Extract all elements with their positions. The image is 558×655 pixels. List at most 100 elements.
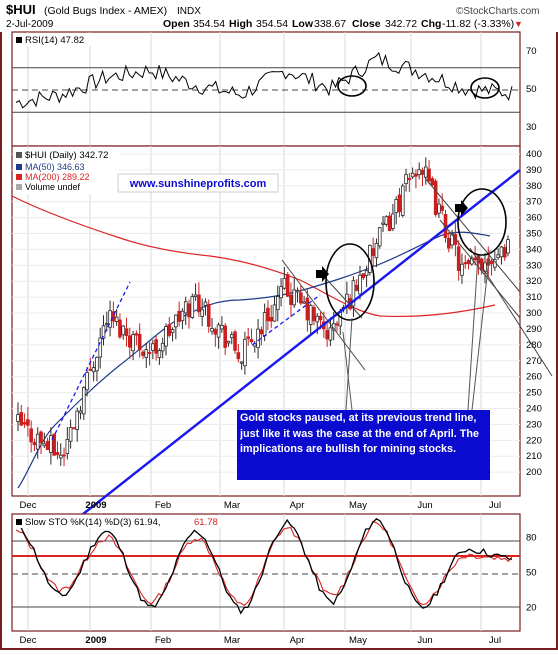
candle-body [351,280,356,307]
candle-body [147,352,152,355]
candle-body [384,216,389,225]
candle-body [246,336,251,339]
candle-body [29,428,33,443]
ticker: $HUI [6,2,36,17]
candle-body [364,270,369,276]
price-tick-label: 320 [526,276,542,287]
candle-body [275,296,280,311]
sto-k-line [15,517,513,615]
candle-body [229,334,234,339]
price-tick-label: 360 [526,213,542,224]
dashed-trend-line-2 [251,294,321,346]
candle-body [62,454,66,457]
candle-body [266,307,270,322]
candle-body [233,331,237,351]
candle-body [361,273,366,279]
ma50-legend: MA(50) 346.63 [25,162,85,172]
price-tick-label: 290 [526,324,542,335]
ma200-legend: MA(200) 289.22 [25,172,90,182]
price-tick-label: 300 [526,308,542,319]
ma50-legend-swatch [16,164,22,170]
candle-body [371,248,375,257]
candle-body [499,246,504,258]
price-tick-label: 330 [526,260,542,271]
candle-body [430,178,435,186]
sto-legend: Slow STO %K(14) %D(3) 61.94, [25,517,161,528]
candle-body [200,309,204,317]
low-value: 338.67 [314,18,346,30]
candle-body [137,333,142,351]
candle-body [131,334,135,352]
candle-body [78,410,83,414]
candle-body [160,342,165,352]
month-label: Apr [290,635,305,646]
candle-body [279,286,283,299]
ma50-line [17,231,491,489]
rsi-frame [11,31,521,147]
candle-body [269,317,274,322]
channel-line-5 [469,247,553,377]
candle-body [85,372,89,391]
month-label: Mar [224,500,240,511]
candle-body [460,263,464,276]
candle-body [440,205,445,211]
candle-body [81,387,86,415]
channel-line-2 [319,271,363,319]
month-label: Feb [155,500,171,511]
candle-body [220,325,224,330]
rsi-panel: RSI(14) 47.82 30 50 70 [11,31,537,147]
price-tick-label: 350 [526,229,542,240]
candle-body [299,292,303,304]
price-tick-label: 210 [526,451,542,462]
candle-body [397,194,402,213]
candle-body [489,260,494,265]
chg-label: Chg [421,18,441,30]
candle-body [22,422,27,425]
candle-body [223,325,227,348]
month-label: Mar [224,635,240,646]
header-bg [0,0,558,32]
high-label: High [229,18,252,30]
candle-body [466,260,471,265]
channel-line-4 [439,219,521,319]
dashed-trend-line-1 [51,281,131,441]
sto-legend-bg [14,516,234,528]
volume-legend: Volume undef [25,182,81,192]
candle-body [243,338,247,367]
candle-body [180,310,185,322]
candle-body [259,329,264,335]
price-panel: 200 210 220 230 240 250 260 270 280 290 300 310 320 3… [11,145,553,571]
candle-body [308,304,313,325]
candle-body [141,351,145,356]
candle-body [157,349,162,358]
candle-body [374,242,379,259]
candle-body [52,433,56,456]
price-tick-label: 340 [526,244,542,255]
candle-body [407,177,412,181]
candle-body [400,185,405,216]
price-tick-label: 400 [526,149,542,160]
rsi-legend: RSI(14) 47.82 [25,35,84,46]
open-label: Open [163,18,190,30]
candle-body [433,180,438,215]
sto-legend-d: 61.78 [194,517,218,528]
candle-body [420,169,425,175]
candle-body [315,315,320,323]
candle-body [252,343,257,347]
pointer-line-3 [467,254,479,411]
candle-body [249,339,254,343]
index-name: (Gold Bugs Index - AMEX) [44,5,167,17]
candle-body [450,233,454,246]
candle-body [423,166,428,178]
month-label: May [349,635,367,646]
candle-body [354,284,359,291]
candle-body [447,237,451,249]
rsi-tick-label: 50 [526,84,537,95]
candle-body [35,433,40,450]
price-tick-label: 270 [526,356,542,367]
rsi-circle-jul [470,77,500,99]
month-label: Dec [20,635,37,646]
sto-tick-label: 20 [526,603,537,614]
month-label: Jul [489,635,501,646]
